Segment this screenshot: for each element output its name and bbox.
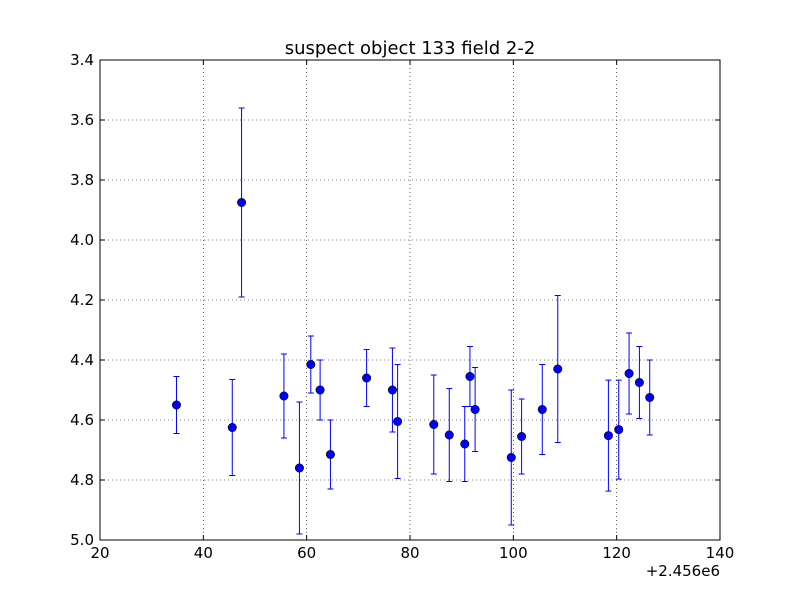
x-tick-labels: 20 40 60 80 100 120 140 <box>90 544 734 562</box>
data-point-11 <box>429 419 439 429</box>
data-point-23 <box>634 377 644 387</box>
x-tick-label: 120 <box>602 544 631 562</box>
x-tick-label: 20 <box>90 544 109 562</box>
data-point-9 <box>387 385 397 395</box>
data-point-0 <box>171 400 181 410</box>
data-point-3 <box>279 391 289 401</box>
y-tick-label: 5.0 <box>70 531 94 549</box>
data-point-21 <box>614 425 624 435</box>
data-point-16 <box>506 452 516 462</box>
data-point-1 <box>227 422 237 432</box>
grid <box>100 60 720 540</box>
axis-ticks <box>99 59 721 541</box>
y-tick-label: 4.6 <box>70 411 94 429</box>
y-tick-labels: 3.4 3.6 3.8 4.0 4.2 4.4 4.6 4.8 5.0 <box>70 51 94 549</box>
y-tick-label: 4.8 <box>70 471 94 489</box>
chart-title: suspect object 133 field 2-2 <box>285 38 536 59</box>
data-point-19 <box>553 364 563 374</box>
data-point-8 <box>362 373 372 383</box>
data-point-14 <box>465 371 475 381</box>
data-point-2 <box>237 198 247 208</box>
x-tick-label: 100 <box>499 544 528 562</box>
data-point-10 <box>393 416 403 426</box>
y-tick-label: 4.4 <box>70 351 94 369</box>
data-point-7 <box>325 449 335 459</box>
y-tick-label: 3.6 <box>70 111 94 129</box>
x-offset-label: +2.456e6 <box>646 562 720 580</box>
x-tick-label: 40 <box>194 544 213 562</box>
data-point-4 <box>294 463 304 473</box>
x-tick-label: 60 <box>297 544 316 562</box>
data-point-24 <box>645 392 655 402</box>
data-point-13 <box>460 439 470 449</box>
data-point-6 <box>315 385 325 395</box>
data-point-5 <box>306 359 316 369</box>
data-points <box>171 198 655 473</box>
y-tick-label: 4.0 <box>70 231 94 249</box>
x-tick-label: 140 <box>706 544 735 562</box>
x-tick-label: 80 <box>400 544 419 562</box>
data-point-20 <box>603 431 613 441</box>
data-point-17 <box>517 431 527 441</box>
data-point-18 <box>537 404 547 414</box>
data-point-22 <box>624 368 634 378</box>
data-point-15 <box>470 404 480 414</box>
y-tick-label: 3.8 <box>70 171 94 189</box>
y-tick-label: 4.2 <box>70 291 94 309</box>
data-point-12 <box>444 430 454 440</box>
y-tick-label: 3.4 <box>70 51 94 69</box>
